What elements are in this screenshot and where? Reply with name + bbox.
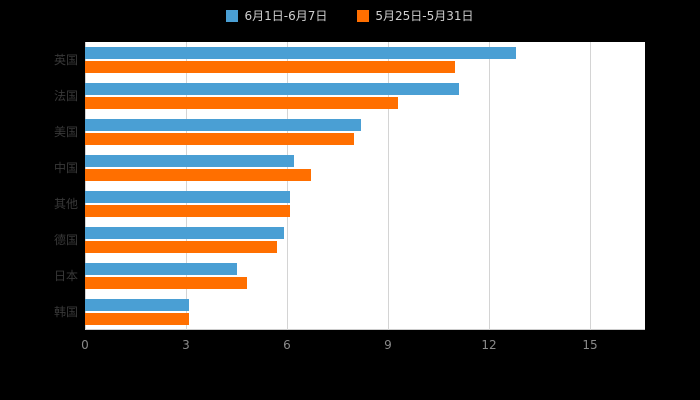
bar-其他-5月25日-5月31日 [85,205,291,217]
legend-label-week-jun1-jun7: 6月1日-6月7日 [244,9,328,23]
y-label-日本: 日本 [53,269,78,283]
y-label-德国: 德国 [53,233,78,247]
legend-item-week-may25-may31[interactable]: 5月25日-5月31日 [357,7,474,24]
bar-日本-5月25日-5月31日 [85,277,247,289]
gridline-x-3 [186,42,187,330]
legend-item-week-jun1-jun7[interactable]: 6月1日-6月7日 [226,7,327,24]
gridline-x-6 [287,42,288,330]
legend-swatch-orange [357,9,370,22]
gridline-x-0 [85,42,86,330]
bar-德国-5月25日-5月31日 [85,241,277,253]
bar-美国-5月25日-5月31日 [85,133,355,145]
bar-日本-6月1日-6月7日 [85,263,237,275]
bar-法国-5月25日-5月31日 [85,97,399,109]
legend-swatch-blue [226,9,239,22]
y-label-法国: 法国 [53,89,78,103]
x-label-12: 12 [481,338,497,352]
plot-area [85,42,645,330]
x-label-3: 3 [182,338,190,352]
bar-美国-6月1日-6月7日 [85,119,362,131]
chart-legend: 6月1日-6月7日 5月25日-5月31日 [0,7,700,24]
bar-其他-6月1日-6月7日 [85,191,291,203]
x-label-15: 15 [582,338,598,352]
bar-中国-5月25日-5月31日 [85,169,311,181]
x-label-0: 0 [81,338,89,352]
x-label-6: 6 [283,338,291,352]
x-axis-line [85,329,645,330]
y-label-美国: 美国 [53,125,78,139]
bar-英国-6月1日-6月7日 [85,47,516,59]
y-label-中国: 中国 [53,161,78,175]
bar-韩国-5月25日-5月31日 [85,313,190,325]
bar-英国-5月25日-5月31日 [85,61,456,73]
gridline-x-15 [590,42,591,330]
bar-法国-6月1日-6月7日 [85,83,459,95]
bar-韩国-6月1日-6月7日 [85,299,190,311]
x-label-9: 9 [384,338,392,352]
gridline-x-9 [388,42,389,330]
gridline-x-12 [489,42,490,330]
y-label-韩国: 韩国 [53,305,78,319]
y-label-英国: 英国 [53,53,78,67]
bar-德国-6月1日-6月7日 [85,227,284,239]
bar-中国-6月1日-6月7日 [85,155,294,167]
legend-label-week-may25-may31: 5月25日-5月31日 [375,9,474,23]
y-label-其他: 其他 [53,197,78,211]
